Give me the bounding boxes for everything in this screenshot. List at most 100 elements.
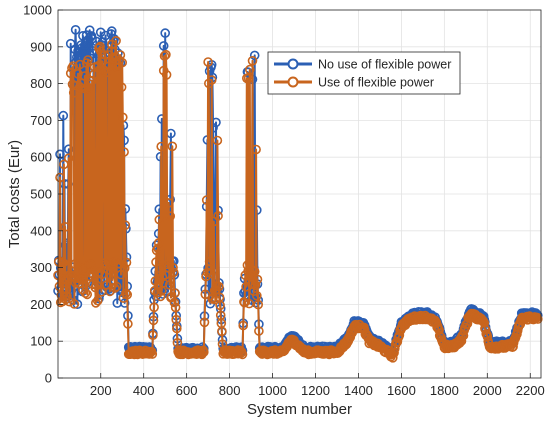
legend: No use of flexible power Use of flexible… bbox=[267, 51, 461, 95]
data-point bbox=[148, 330, 158, 341]
data-point bbox=[245, 64, 255, 75]
data-point bbox=[55, 172, 65, 183]
data-point bbox=[163, 262, 173, 273]
data-point bbox=[167, 141, 178, 152]
data-point bbox=[91, 298, 101, 308]
y-tick-label: 100 bbox=[30, 334, 52, 349]
y-tick-label: 300 bbox=[30, 260, 52, 275]
data-point bbox=[200, 289, 211, 300]
data-point bbox=[100, 30, 111, 41]
legend-label-flex: Use of flexible power bbox=[318, 76, 434, 90]
data-point bbox=[201, 271, 211, 282]
y-axis-label: Total costs (Eur) bbox=[6, 140, 23, 248]
y-tick-label: 500 bbox=[30, 187, 52, 202]
data-point bbox=[80, 288, 91, 298]
data-point bbox=[58, 258, 69, 268]
data-point bbox=[199, 347, 209, 357]
data-point bbox=[249, 266, 260, 277]
data-point bbox=[111, 281, 122, 292]
data-point bbox=[155, 291, 166, 302]
data-point bbox=[217, 326, 227, 337]
data-point bbox=[392, 336, 403, 347]
data-point bbox=[479, 318, 490, 328]
data-point bbox=[242, 260, 253, 271]
data-point bbox=[161, 49, 171, 60]
data-point bbox=[205, 256, 216, 267]
data-point bbox=[64, 153, 74, 163]
legend-box bbox=[267, 51, 461, 95]
data-point bbox=[117, 57, 127, 68]
data-point bbox=[59, 159, 69, 170]
data-point bbox=[153, 238, 164, 248]
legend-label-no-flex: No use of flexible power bbox=[318, 58, 451, 72]
data-point bbox=[244, 298, 254, 309]
data-point bbox=[121, 288, 131, 299]
data-point bbox=[251, 144, 261, 155]
y-tick-label: 0 bbox=[45, 371, 52, 386]
data-point bbox=[100, 50, 110, 61]
series-layer bbox=[53, 24, 543, 363]
series-markers-flex bbox=[53, 35, 543, 363]
data-point bbox=[123, 319, 133, 329]
x-axis-label: System number bbox=[247, 401, 352, 418]
data-point bbox=[120, 220, 131, 230]
data-point bbox=[161, 70, 172, 80]
ticks: 0 100 200 300 400 500 600 700 800 900 1000 200 400 60… bbox=[23, 3, 545, 399]
x-tick-label: 800 bbox=[219, 383, 241, 398]
data-point bbox=[55, 149, 65, 160]
data-point bbox=[243, 73, 254, 84]
data-point bbox=[119, 263, 130, 274]
data-point bbox=[153, 243, 163, 254]
data-point bbox=[101, 67, 112, 78]
data-point bbox=[482, 332, 493, 342]
data-point bbox=[97, 56, 108, 67]
data-point bbox=[158, 41, 169, 51]
data-point bbox=[62, 291, 72, 301]
data-point bbox=[169, 297, 180, 308]
x-tick-label: 1400 bbox=[344, 383, 373, 398]
data-point bbox=[238, 320, 248, 331]
data-point bbox=[171, 314, 181, 325]
y-tick-label: 200 bbox=[30, 297, 52, 312]
y-tick-label: 1000 bbox=[23, 3, 52, 18]
data-point bbox=[70, 24, 81, 35]
data-point bbox=[148, 315, 159, 326]
data-point bbox=[109, 257, 119, 267]
data-point bbox=[164, 279, 175, 290]
data-point bbox=[237, 349, 248, 360]
data-point bbox=[247, 55, 258, 66]
data-point bbox=[116, 82, 127, 92]
x-tick-label: 1000 bbox=[258, 383, 287, 398]
data-point bbox=[214, 281, 224, 292]
data-point bbox=[110, 283, 120, 293]
data-point bbox=[456, 336, 467, 346]
data-point bbox=[82, 289, 92, 300]
data-point bbox=[241, 281, 251, 292]
y-tick-label: 400 bbox=[30, 223, 52, 238]
data-point bbox=[60, 222, 70, 232]
data-point bbox=[387, 349, 398, 360]
x-tick-label: 400 bbox=[133, 383, 155, 398]
data-point bbox=[203, 57, 213, 67]
data-point bbox=[94, 267, 105, 277]
data-point bbox=[121, 257, 132, 268]
data-point bbox=[64, 144, 74, 154]
x-tick-label: 1200 bbox=[301, 383, 330, 398]
legend-marker-flex bbox=[287, 76, 299, 88]
x-tick-label: 2000 bbox=[473, 383, 502, 398]
data-point bbox=[119, 147, 129, 157]
data-point bbox=[206, 268, 216, 279]
data-point bbox=[58, 110, 69, 121]
x-tick-label: 600 bbox=[176, 383, 198, 398]
data-point bbox=[122, 289, 132, 300]
data-point bbox=[119, 298, 130, 308]
data-point bbox=[156, 141, 166, 152]
data-point bbox=[254, 326, 264, 336]
data-point bbox=[97, 269, 107, 280]
data-point bbox=[249, 50, 260, 61]
data-point bbox=[387, 352, 398, 363]
data-point bbox=[75, 59, 85, 70]
data-point bbox=[154, 214, 165, 225]
data-point bbox=[215, 300, 225, 311]
